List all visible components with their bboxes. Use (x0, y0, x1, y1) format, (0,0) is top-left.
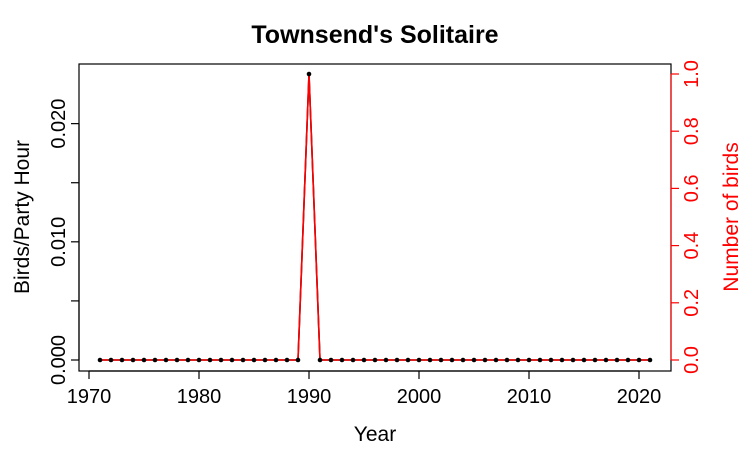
plot-frame (78, 63, 672, 372)
y2-axis-label: Number of birds (720, 142, 743, 291)
data-point (284, 357, 290, 363)
data-point (581, 357, 587, 363)
x-tick-label: 1990 (287, 386, 332, 408)
data-point (97, 357, 103, 363)
data-point (416, 357, 422, 363)
x-tick-label: 1970 (67, 386, 112, 408)
y2-tick-label: 0.6 (681, 174, 703, 202)
data-point (185, 357, 191, 363)
data-point (251, 357, 257, 363)
y-tick-label: 0.010 (48, 217, 70, 267)
data-point (174, 357, 180, 363)
data-point (108, 357, 114, 363)
y2-tick-label: 0.2 (681, 289, 703, 317)
data-point (218, 357, 224, 363)
series-layer (97, 71, 653, 363)
data-point (559, 357, 565, 363)
data-point (570, 357, 576, 363)
data-point (273, 357, 279, 363)
y-axis-label: Birds/Party Hour (11, 140, 34, 294)
series-birds-per-party-hour-line (100, 73, 650, 361)
x-tick-label: 2010 (507, 386, 552, 408)
data-point (482, 357, 488, 363)
data-point (614, 357, 620, 363)
x-tick-label: 2020 (617, 386, 662, 408)
data-point (603, 357, 609, 363)
data-point (328, 357, 334, 363)
data-point (130, 357, 136, 363)
data-point (427, 357, 433, 363)
data-point (229, 357, 235, 363)
x-axis-label: Year (354, 423, 396, 446)
y2-tick-label: 0.0 (681, 346, 703, 374)
data-point (592, 357, 598, 363)
data-point (515, 357, 521, 363)
data-point (295, 357, 301, 363)
data-point (339, 357, 345, 363)
data-point (163, 357, 169, 363)
data-point (207, 357, 213, 363)
data-point (471, 357, 477, 363)
data-point (504, 357, 510, 363)
data-point (350, 357, 356, 363)
data-point (152, 357, 158, 363)
data-point (119, 357, 125, 363)
data-point (438, 357, 444, 363)
data-point (625, 357, 631, 363)
data-point (196, 357, 202, 363)
y-axis-right: 0.0 0.2 0.4 0.6 0.8 1.0 (670, 60, 703, 374)
x-tick-label: 1980 (177, 386, 222, 408)
data-point (240, 357, 246, 363)
data-point (647, 357, 653, 363)
data-point (405, 357, 411, 363)
data-point (537, 357, 543, 363)
data-point (317, 357, 323, 363)
y-axis-left: 0.000 0.010 0.020 (48, 99, 80, 385)
series-number-of-birds-line (100, 73, 650, 361)
x-axis: 1970 1980 1990 2000 2010 2020 (67, 370, 662, 408)
chart-title: Townsend's Solitaire (251, 21, 498, 49)
data-point (372, 357, 378, 363)
y2-tick-label: 0.8 (681, 117, 703, 145)
data-point (141, 357, 147, 363)
data-point (449, 357, 455, 363)
data-point (361, 357, 367, 363)
data-point (383, 357, 389, 363)
data-point (636, 357, 642, 363)
data-point (306, 71, 312, 77)
y2-tick-label: 1.0 (681, 60, 703, 88)
data-point (526, 357, 532, 363)
data-point (394, 357, 400, 363)
data-point (548, 357, 554, 363)
data-point (262, 357, 268, 363)
y-tick-label: 0.000 (48, 335, 70, 385)
y2-tick-label: 0.4 (681, 232, 703, 260)
x-tick-label: 2000 (397, 386, 442, 408)
y-tick-label: 0.020 (48, 99, 70, 149)
data-point (493, 357, 499, 363)
data-point (460, 357, 466, 363)
